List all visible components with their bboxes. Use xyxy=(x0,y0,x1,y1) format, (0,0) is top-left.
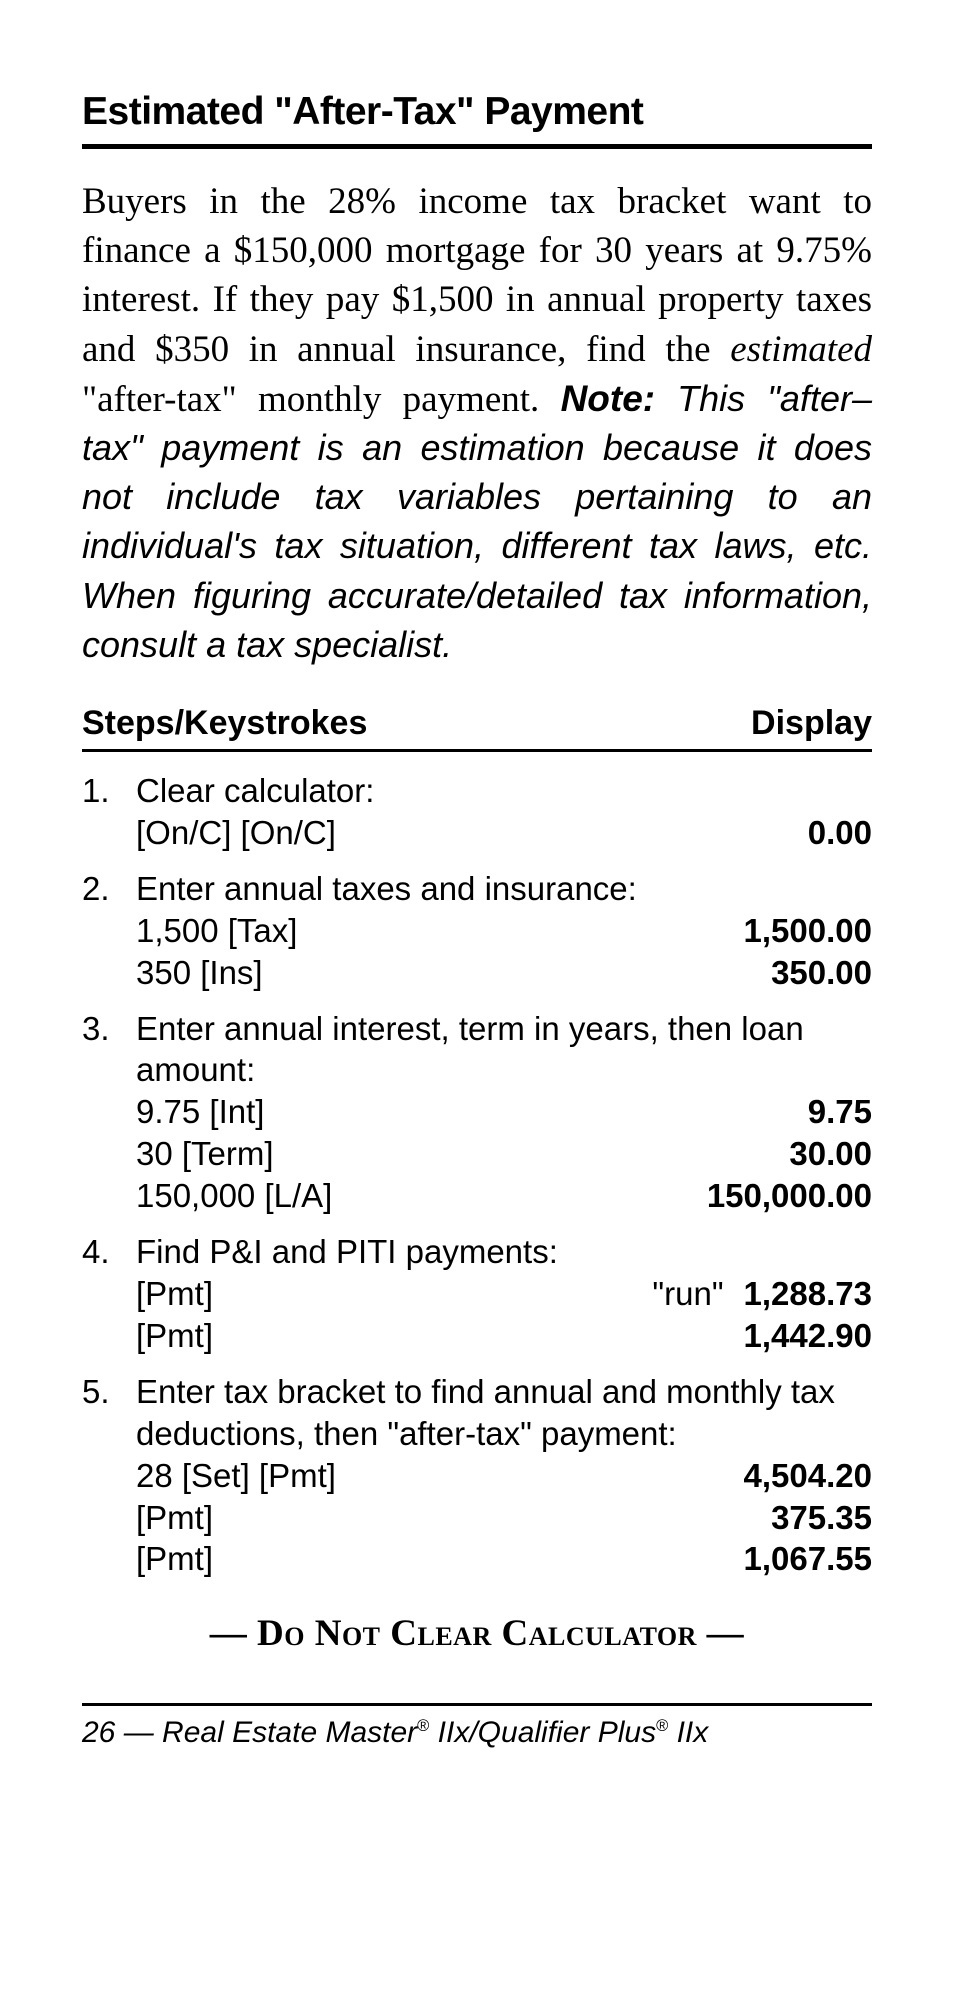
display-value: 350.00 xyxy=(771,952,872,994)
display-value: 4,504.20 xyxy=(744,1455,872,1497)
keystroke: 28 [Set] [Pmt] xyxy=(136,1455,336,1497)
keystroke-row: [Pmt] 1,067.55 xyxy=(136,1538,872,1580)
table-header: Steps/Keystrokes Display xyxy=(82,704,872,752)
keystroke-row: 30 [Term] 30.00 xyxy=(136,1133,872,1175)
keystroke: [Pmt] xyxy=(136,1273,213,1315)
keystroke: 350 [Ins] xyxy=(136,952,263,994)
display-value: 9.75 xyxy=(808,1091,872,1133)
mid-indicator: "run" xyxy=(213,1273,744,1315)
step-label: Enter annual interest, term in years, th… xyxy=(136,1008,872,1092)
display-value: 1,067.55 xyxy=(744,1538,872,1580)
keystroke-row: 350 [Ins] 350.00 xyxy=(136,952,872,994)
step-body: Enter annual interest, term in years, th… xyxy=(136,1008,872,1218)
step-number: 1. xyxy=(82,770,136,854)
keystroke: [Pmt] xyxy=(136,1497,213,1539)
keystroke-row: 150,000 [L/A] 150,000.00 xyxy=(136,1175,872,1217)
warning-line: — Do Not Clear Calculator — xyxy=(82,1612,872,1655)
step: 2.Enter annual taxes and insurance:1,500… xyxy=(82,868,872,994)
display-value: 30.00 xyxy=(789,1133,872,1175)
footer-text: 26 — Real Estate Master® IIx/Qualifier P… xyxy=(82,1716,872,1750)
step-body: Enter annual taxes and insurance:1,500 [… xyxy=(136,868,872,994)
step-number: 2. xyxy=(82,868,136,994)
step-label: Enter tax bracket to find annual and mon… xyxy=(136,1371,872,1455)
keystroke: 9.75 [Int] xyxy=(136,1091,264,1133)
note-label: Note: xyxy=(561,378,656,419)
footer-suffix-2: IIx xyxy=(668,1716,708,1749)
step: 1.Clear calculator:[On/C] [On/C] 0.00 xyxy=(82,770,872,854)
keystroke: 1,500 [Tax] xyxy=(136,910,297,952)
keystroke-row: [Pmt] 375.35 xyxy=(136,1497,872,1539)
display-value: 150,000.00 xyxy=(707,1175,872,1217)
display-value: 1,442.90 xyxy=(744,1315,872,1357)
step-label: Find P&I and PITI payments: xyxy=(136,1231,872,1273)
step-number: 5. xyxy=(82,1371,136,1581)
intro-paragraph: Buyers in the 28% income tax bracket wan… xyxy=(82,177,872,670)
footer-product-1: Real Estate Master xyxy=(162,1716,417,1749)
display-value: 375.35 xyxy=(771,1497,872,1539)
keystroke: [On/C] [On/C] xyxy=(136,812,336,854)
display-value: 1,500.00 xyxy=(744,910,872,952)
keystroke-row: 9.75 [Int] 9.75 xyxy=(136,1091,872,1133)
keystroke: 150,000 [L/A] xyxy=(136,1175,332,1217)
note-body: This "after–tax" payment is an estimatio… xyxy=(82,378,872,665)
step-number: 4. xyxy=(82,1231,136,1357)
step: 3.Enter annual interest, term in years, … xyxy=(82,1008,872,1218)
step-body: Enter tax bracket to find annual and mon… xyxy=(136,1371,872,1581)
footer-suffix-1: IIx/Qualifier Plus xyxy=(429,1716,656,1749)
display-value: 0.00 xyxy=(808,812,872,854)
intro-emphasis: estimated xyxy=(730,329,872,370)
step-body: Clear calculator:[On/C] [On/C] 0.00 xyxy=(136,770,872,854)
step-number: 3. xyxy=(82,1008,136,1218)
keystroke-row: 1,500 [Tax] 1,500.00 xyxy=(136,910,872,952)
keystroke-row: [On/C] [On/C] 0.00 xyxy=(136,812,872,854)
keystroke-row: 28 [Set] [Pmt] 4,504.20 xyxy=(136,1455,872,1497)
step: 5.Enter tax bracket to find annual and m… xyxy=(82,1371,872,1581)
keystroke-row: [Pmt] 1,442.90 xyxy=(136,1315,872,1357)
step-body: Find P&I and PITI payments:[Pmt]"run"1,2… xyxy=(136,1231,872,1357)
keystroke-row: [Pmt]"run"1,288.73 xyxy=(136,1273,872,1315)
registered-icon: ® xyxy=(417,1717,429,1735)
step: 4.Find P&I and PITI payments:[Pmt]"run"1… xyxy=(82,1231,872,1357)
step-label: Clear calculator: xyxy=(136,770,872,812)
registered-icon: ® xyxy=(656,1717,668,1735)
footer-page-number: 26 xyxy=(82,1716,115,1749)
page: Estimated "After-Tax" Payment Buyers in … xyxy=(0,0,954,2009)
table-header-left: Steps/Keystrokes xyxy=(82,704,367,743)
keystroke: [Pmt] xyxy=(136,1538,213,1580)
table-header-right: Display xyxy=(751,704,872,743)
keystroke: 30 [Term] xyxy=(136,1133,274,1175)
display-value: 1,288.73 xyxy=(744,1273,872,1315)
intro-text-2: "after-tax" monthly payment. xyxy=(82,379,561,420)
section-title: Estimated "After-Tax" Payment xyxy=(82,90,872,149)
step-label: Enter annual taxes and insurance: xyxy=(136,868,872,910)
steps-list: 1.Clear calculator:[On/C] [On/C]0.002.En… xyxy=(82,770,872,1580)
footer-sep: — xyxy=(115,1716,162,1749)
keystroke: [Pmt] xyxy=(136,1315,213,1357)
footer-rule: 26 — Real Estate Master® IIx/Qualifier P… xyxy=(82,1703,872,1750)
